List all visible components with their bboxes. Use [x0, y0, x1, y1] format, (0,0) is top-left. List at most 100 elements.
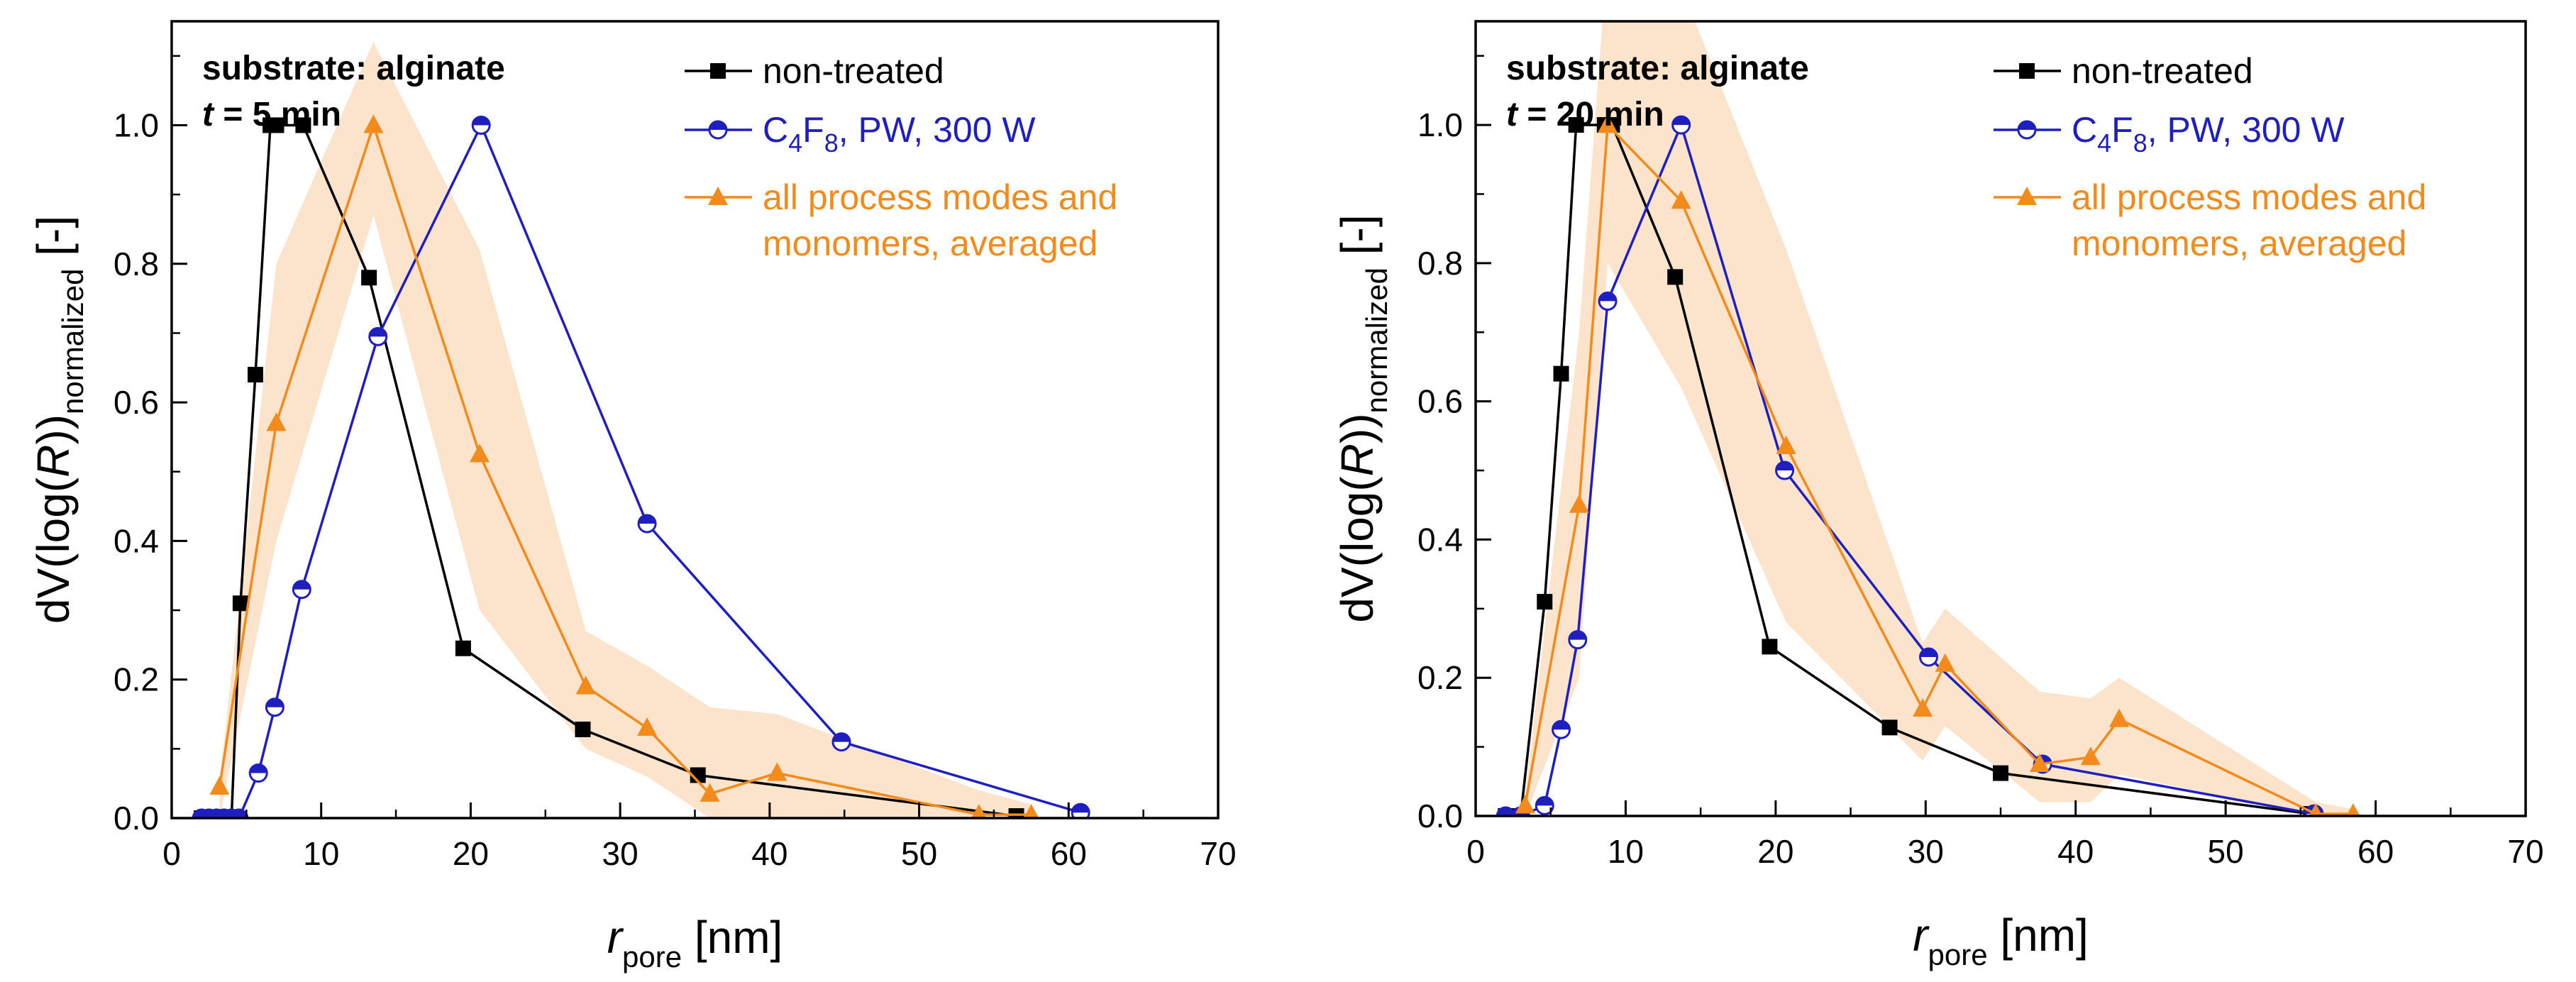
- y-axis-label-middle: )): [28, 414, 79, 445]
- plot-area: [192, 42, 1090, 818]
- x-axis-label-unit: [nm]: [1988, 910, 2089, 961]
- marker-fill: [833, 733, 850, 742]
- x-axis-label-subscript: pore: [1928, 938, 1988, 971]
- data-point-c4f8: [292, 580, 311, 600]
- data-point-c4f8: [1775, 460, 1795, 480]
- x-axis-label: rpore [nm]: [1913, 910, 2089, 971]
- legend-label-averaged-line1: all process modes and: [763, 177, 1117, 217]
- marker-fill: [1672, 116, 1690, 126]
- data-point-averaged: [363, 114, 384, 133]
- y-axis-label-prefix: dV(log(: [28, 478, 79, 624]
- error-band: [1525, 21, 2353, 816]
- time-symbol: t: [202, 96, 215, 133]
- x-tick-label: 10: [1608, 833, 1644, 870]
- data-point-c4f8: [368, 326, 388, 346]
- data-point-non_treated: [690, 767, 706, 783]
- data-point-non_treated: [1881, 719, 1898, 736]
- y-tick-label: 0.2: [1417, 659, 1463, 696]
- y-tick-label: 0.4: [1417, 521, 1463, 558]
- legend-part: F: [802, 110, 824, 150]
- marker-fill: [1920, 649, 1937, 657]
- x-tick-label: 40: [751, 835, 787, 872]
- data-point-averaged: [1913, 698, 1933, 717]
- x-tick-label: 30: [1908, 833, 1944, 870]
- data-point-non_treated: [455, 640, 471, 656]
- legend-part: , PW, 300 W: [2147, 110, 2345, 150]
- data-point-c4f8: [1568, 630, 1588, 650]
- data-point-averaged: [575, 675, 596, 695]
- legend-label-averaged-line1: all process modes and: [2072, 177, 2426, 217]
- data-point-averaged: [2309, 803, 2323, 816]
- data-point-averaged: [1569, 494, 1589, 513]
- data-point-averaged: [767, 762, 787, 781]
- time-annotation: t = 5 min: [202, 96, 341, 133]
- legend-label-c4f8: C4F8, PW, 300 W: [763, 110, 1036, 158]
- data-point-c4f8: [1919, 647, 1939, 667]
- data-point-c4f8: [248, 763, 268, 783]
- data-point-non_treated: [268, 117, 284, 133]
- legend-part: , PW, 300 W: [839, 110, 1037, 150]
- data-point-non_treated: [1762, 639, 1778, 655]
- legend-marker-averaged: [2017, 187, 2037, 205]
- y-axis-label-middle: )): [1332, 413, 1383, 443]
- y-axis-label-unit: [-]: [1332, 214, 1383, 267]
- marker-fill: [230, 810, 248, 818]
- x-axis-label: rpore [nm]: [607, 912, 783, 973]
- marker-fill: [2018, 121, 2035, 130]
- legend-subscript: 4: [788, 128, 802, 158]
- marker-fill: [639, 514, 656, 524]
- data-point-c4f8: [1496, 806, 1515, 816]
- x-tick-label: 50: [901, 835, 937, 872]
- y-axis-label: dV(log(R))normalized [-]: [28, 216, 89, 624]
- data-point-c4f8: [1552, 719, 1571, 739]
- x-tick-label: 0: [1466, 833, 1485, 870]
- legend-subscript: 4: [2097, 128, 2111, 158]
- data-point-averaged: [470, 443, 490, 463]
- marker-fill: [1776, 462, 1793, 471]
- plot-area: [1496, 21, 2360, 816]
- y-tick-label: 0.4: [114, 522, 159, 559]
- marker-fill: [1072, 804, 1090, 813]
- x-axis-label-subscript: pore: [622, 940, 682, 973]
- legend-part: C: [763, 110, 788, 150]
- data-point-averaged: [2080, 746, 2101, 766]
- y-axis-label-prefix: dV(log(: [1332, 476, 1383, 622]
- data-point-non_treated: [248, 367, 263, 383]
- data-point-c4f8: [265, 697, 284, 717]
- time-annotation: t = 20 min: [1506, 96, 1664, 133]
- data-point-averaged: [1515, 795, 1535, 814]
- series-line-averaged: [1524, 122, 2353, 815]
- substrate-annotation: substrate: alginate: [1506, 50, 1809, 87]
- legend-label-non_treated: non-treated: [2072, 51, 2253, 91]
- x-axis-label-symbol: r: [1913, 910, 1930, 961]
- x-tick-label: 60: [1051, 835, 1087, 872]
- y-tick-label: 1.0: [1417, 106, 1463, 143]
- legend-marker-non_treated: [2019, 63, 2035, 79]
- legend-marker-averaged: [708, 187, 728, 205]
- y-tick-label: 0.8: [1417, 245, 1463, 282]
- error-band: [219, 42, 1032, 818]
- substrate-annotation: substrate: alginate: [202, 50, 505, 87]
- data-point-averaged: [1935, 653, 1955, 672]
- data-point-c4f8: [831, 732, 851, 752]
- legend-label-c4f8: C4F8, PW, 300 W: [2072, 110, 2345, 158]
- x-axis-label-unit: [nm]: [682, 912, 783, 963]
- data-point-c4f8: [637, 514, 657, 534]
- marker-fill: [250, 764, 267, 773]
- legend-marker-non_treated: [710, 63, 726, 79]
- data-point-averaged: [266, 412, 287, 431]
- data-point-non_treated: [1008, 808, 1024, 818]
- legend-subscript: 8: [824, 128, 839, 158]
- time-value: = 20 min: [1518, 96, 1664, 133]
- x-tick-label: 70: [2507, 833, 2543, 870]
- x-tick-label: 20: [1757, 833, 1793, 870]
- series-line-c4f8: [201, 122, 1081, 818]
- legend-label-non_treated: non-treated: [763, 51, 944, 91]
- data-point-non_treated: [1553, 365, 1569, 382]
- legend-subscript: 8: [2133, 128, 2147, 158]
- series-line-averaged: [218, 121, 1032, 816]
- marker-fill: [266, 698, 284, 707]
- x-tick-label: 0: [162, 835, 181, 872]
- y-tick-label: 0.0: [114, 800, 159, 837]
- data-point-c4f8: [471, 115, 491, 135]
